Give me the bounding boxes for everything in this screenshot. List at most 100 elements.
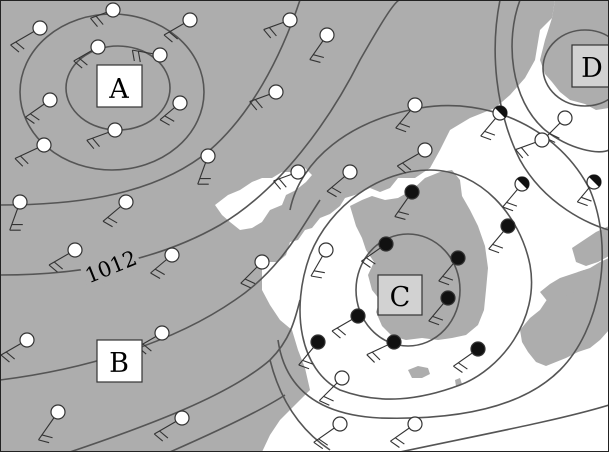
wind-barb-feather	[432, 315, 444, 321]
station-clear-icon	[12, 194, 28, 210]
station-clear-icon	[32, 20, 48, 36]
station-clear-icon	[342, 164, 358, 180]
wind-barb-feather	[520, 147, 529, 157]
station-clear-icon	[90, 39, 106, 55]
station-clear-icon	[107, 122, 123, 138]
wind-barb-feather	[154, 268, 165, 276]
wind-barb-feather	[86, 139, 95, 150]
wind-barb-feather	[396, 165, 407, 174]
wind-barb-feather	[92, 137, 100, 147]
island-jeju	[408, 366, 430, 378]
station-half-fill	[589, 174, 602, 187]
isobar-west-5	[169, 394, 286, 452]
station-clear-icon	[174, 410, 190, 426]
weather-station	[38, 404, 66, 444]
wind-barb-feather	[484, 130, 496, 136]
station-clear-icon	[182, 12, 198, 28]
wind-barb-feather	[263, 29, 272, 39]
station-clear-icon	[254, 254, 270, 270]
wind-barb-feather	[506, 201, 518, 207]
station-clear-icon	[332, 416, 348, 432]
wind-barb-feather	[313, 270, 325, 274]
wind-barb-feather	[53, 261, 64, 270]
wind-barb-feather	[249, 101, 258, 111]
wind-barb-feather	[302, 359, 314, 365]
isobar-d-outer	[494, 0, 609, 231]
weather-station	[86, 122, 123, 150]
station-overcast-icon	[386, 334, 402, 350]
continent-west	[0, 0, 555, 452]
japan-shikoku	[540, 270, 592, 302]
weather-station	[273, 164, 306, 190]
station-overcast-icon	[404, 184, 420, 200]
weather-station	[9, 194, 28, 231]
weather-station	[366, 334, 402, 363]
pressure-center-d: D	[571, 44, 609, 88]
pressure-center-c-label: C	[390, 282, 411, 313]
weather-station	[249, 84, 284, 111]
wind-barb-feather	[323, 395, 334, 402]
wind-barb-feather	[492, 243, 504, 249]
station-clear-icon	[557, 110, 573, 126]
wind-barb-feather	[164, 115, 175, 122]
weather-station	[159, 95, 188, 126]
weather-station	[390, 416, 423, 448]
wind-barb-feather	[371, 351, 381, 361]
weather-station	[394, 184, 420, 220]
wind-barb-feather	[442, 275, 454, 281]
wind-barb-feather	[458, 362, 468, 370]
station-clear-icon	[268, 84, 284, 100]
wind-barb-feather	[41, 434, 53, 439]
wind-barb-feather	[502, 206, 514, 212]
station-clear-icon	[105, 2, 121, 18]
wind-barb-feather	[361, 260, 371, 268]
pressure-centers: A B C D	[96, 44, 609, 383]
wind-barb-feather	[254, 99, 263, 109]
wind-barb-feather	[20, 155, 29, 165]
pressure-center-c: C	[377, 274, 423, 316]
weather-station	[396, 142, 433, 174]
station-half-fill	[495, 105, 508, 118]
pressure-center-b: B	[96, 339, 143, 383]
wind-barb-feather	[153, 433, 164, 442]
weather-station	[313, 416, 348, 450]
station-clear-icon	[318, 242, 334, 258]
isobar-c-outer2	[269, 359, 331, 451]
pressure-center-a: A	[96, 64, 143, 108]
wind-barb-feather	[331, 186, 342, 194]
isobar-west-3	[0, 199, 321, 381]
wind-barb-feather	[38, 439, 50, 444]
wind-barb-feather	[399, 122, 411, 128]
wind-barb-feather	[168, 31, 179, 40]
station-clear-icon	[200, 148, 216, 164]
wind-barb-feather	[142, 343, 152, 352]
weather-station	[14, 137, 52, 167]
isobar-c-inner	[355, 233, 461, 347]
pressure-center-b-label: B	[109, 348, 129, 379]
wind-barb-feather	[163, 34, 173, 43]
station-overcast-icon	[378, 236, 394, 252]
wind-barb-feather	[159, 119, 170, 126]
weather-station	[318, 370, 350, 406]
station-clear-icon	[50, 404, 66, 420]
isobar-c-outer	[277, 104, 604, 420]
station-clear-icon	[172, 95, 188, 111]
wind-barb-feather	[390, 440, 400, 448]
station-clear-icon	[42, 92, 58, 108]
wind-barb-feather	[78, 57, 88, 66]
wind-barb-feather	[395, 437, 405, 445]
wind-barb-feather	[240, 282, 251, 289]
weather-station	[331, 308, 366, 339]
weather-station	[131, 47, 168, 63]
station-clear-icon	[152, 47, 168, 63]
wind-barb-feather	[90, 17, 98, 27]
station-clear-icon	[319, 27, 335, 43]
wind-barb-feather	[488, 248, 500, 254]
wind-barb-feather	[15, 41, 25, 50]
wind-barb-feather	[577, 201, 588, 207]
weather-station	[428, 290, 456, 326]
wind-barb-feather	[309, 59, 321, 63]
